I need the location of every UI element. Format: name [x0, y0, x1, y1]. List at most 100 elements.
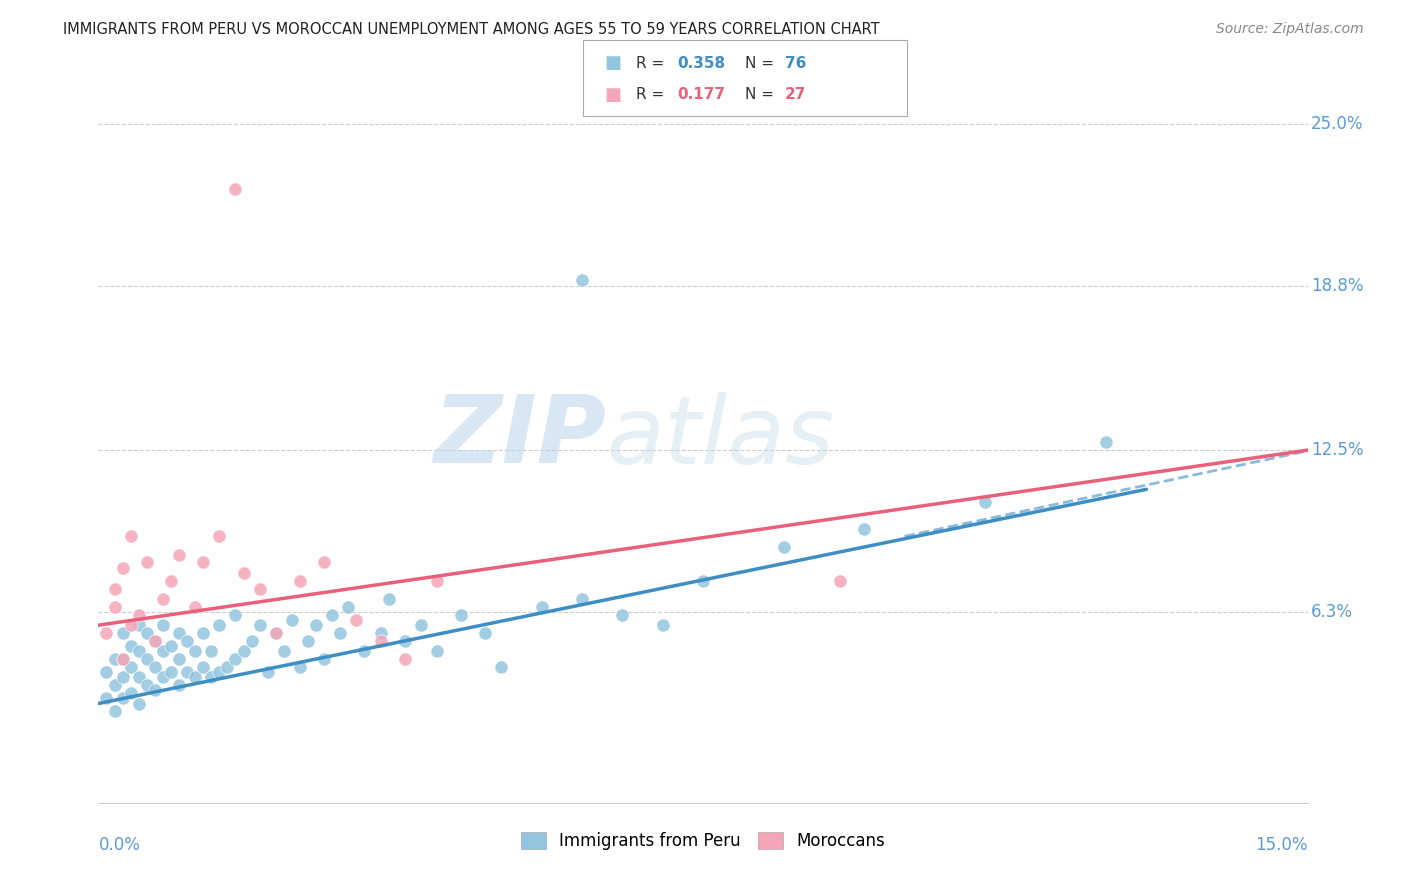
Point: [143, 633, 166, 648]
Point: [571, 273, 593, 287]
Point: [103, 705, 125, 719]
Point: [370, 626, 392, 640]
Point: [297, 633, 319, 648]
Point: [200, 644, 222, 658]
Text: R =: R =: [636, 87, 669, 103]
Point: [474, 626, 496, 640]
Point: [135, 678, 157, 692]
Point: [224, 607, 246, 622]
Point: [249, 618, 271, 632]
Text: Source: ZipAtlas.com: Source: ZipAtlas.com: [1216, 22, 1364, 37]
Point: [651, 618, 673, 632]
Text: 12.5%: 12.5%: [1312, 442, 1364, 459]
Point: [135, 626, 157, 640]
Point: [217, 660, 239, 674]
Point: [152, 644, 174, 658]
Point: [103, 599, 125, 614]
Point: [128, 618, 150, 632]
Point: [111, 691, 134, 706]
Point: [208, 529, 231, 543]
Point: [143, 660, 166, 674]
Point: [193, 556, 215, 570]
Point: [394, 633, 416, 648]
Point: [224, 652, 246, 666]
Point: [530, 599, 553, 614]
Point: [111, 626, 134, 640]
Point: [256, 665, 278, 680]
Point: [111, 560, 134, 574]
Point: [853, 521, 876, 535]
Point: [120, 639, 142, 653]
Point: [152, 592, 174, 607]
Point: [160, 639, 183, 653]
Point: [249, 582, 271, 596]
Point: [208, 665, 231, 680]
Text: 27: 27: [785, 87, 806, 103]
Point: [103, 678, 125, 692]
Point: [135, 556, 157, 570]
Point: [128, 670, 150, 684]
Point: [273, 644, 295, 658]
Text: 0.177: 0.177: [678, 87, 725, 103]
Point: [240, 633, 263, 648]
Point: [321, 607, 343, 622]
Text: 6.3%: 6.3%: [1312, 603, 1353, 621]
Point: [128, 607, 150, 622]
Point: [772, 540, 794, 554]
Point: [193, 660, 215, 674]
Point: [288, 574, 311, 588]
Point: [692, 574, 714, 588]
Point: [143, 683, 166, 698]
Text: IMMIGRANTS FROM PERU VS MOROCCAN UNEMPLOYMENT AMONG AGES 55 TO 59 YEARS CORRELAT: IMMIGRANTS FROM PERU VS MOROCCAN UNEMPLO…: [63, 22, 880, 37]
Point: [184, 599, 207, 614]
Point: [288, 660, 311, 674]
Point: [314, 556, 336, 570]
Point: [120, 660, 142, 674]
Point: [96, 665, 118, 680]
Point: [409, 618, 432, 632]
Point: [167, 626, 190, 640]
Point: [167, 652, 190, 666]
Point: [152, 670, 174, 684]
Point: [1095, 435, 1118, 450]
Point: [176, 633, 198, 648]
Point: [128, 697, 150, 711]
Point: [103, 582, 125, 596]
Point: [344, 613, 367, 627]
Text: R =: R =: [636, 56, 669, 70]
Point: [128, 644, 150, 658]
Point: [167, 678, 190, 692]
Point: [193, 626, 215, 640]
Point: [160, 665, 183, 680]
Point: [167, 548, 190, 562]
Point: [96, 626, 118, 640]
Text: 18.8%: 18.8%: [1312, 277, 1364, 294]
Point: [200, 670, 222, 684]
Point: [135, 652, 157, 666]
Point: [120, 618, 142, 632]
Point: [264, 626, 287, 640]
Text: 25.0%: 25.0%: [1312, 114, 1364, 133]
Point: [264, 626, 287, 640]
Point: [184, 644, 207, 658]
Text: 0.358: 0.358: [678, 56, 725, 70]
Point: [111, 652, 134, 666]
Point: [111, 652, 134, 666]
Point: [370, 633, 392, 648]
Text: ■: ■: [605, 86, 621, 103]
Point: [612, 607, 634, 622]
Point: [377, 592, 399, 607]
Text: 76: 76: [785, 56, 806, 70]
Point: [184, 670, 207, 684]
Text: 15.0%: 15.0%: [1256, 836, 1308, 854]
Point: [394, 652, 416, 666]
Point: [208, 618, 231, 632]
Point: [120, 529, 142, 543]
Point: [353, 644, 375, 658]
Text: ■: ■: [605, 54, 621, 72]
Point: [96, 691, 118, 706]
Point: [160, 574, 183, 588]
Point: [281, 613, 304, 627]
Point: [232, 644, 254, 658]
Point: [232, 566, 254, 580]
